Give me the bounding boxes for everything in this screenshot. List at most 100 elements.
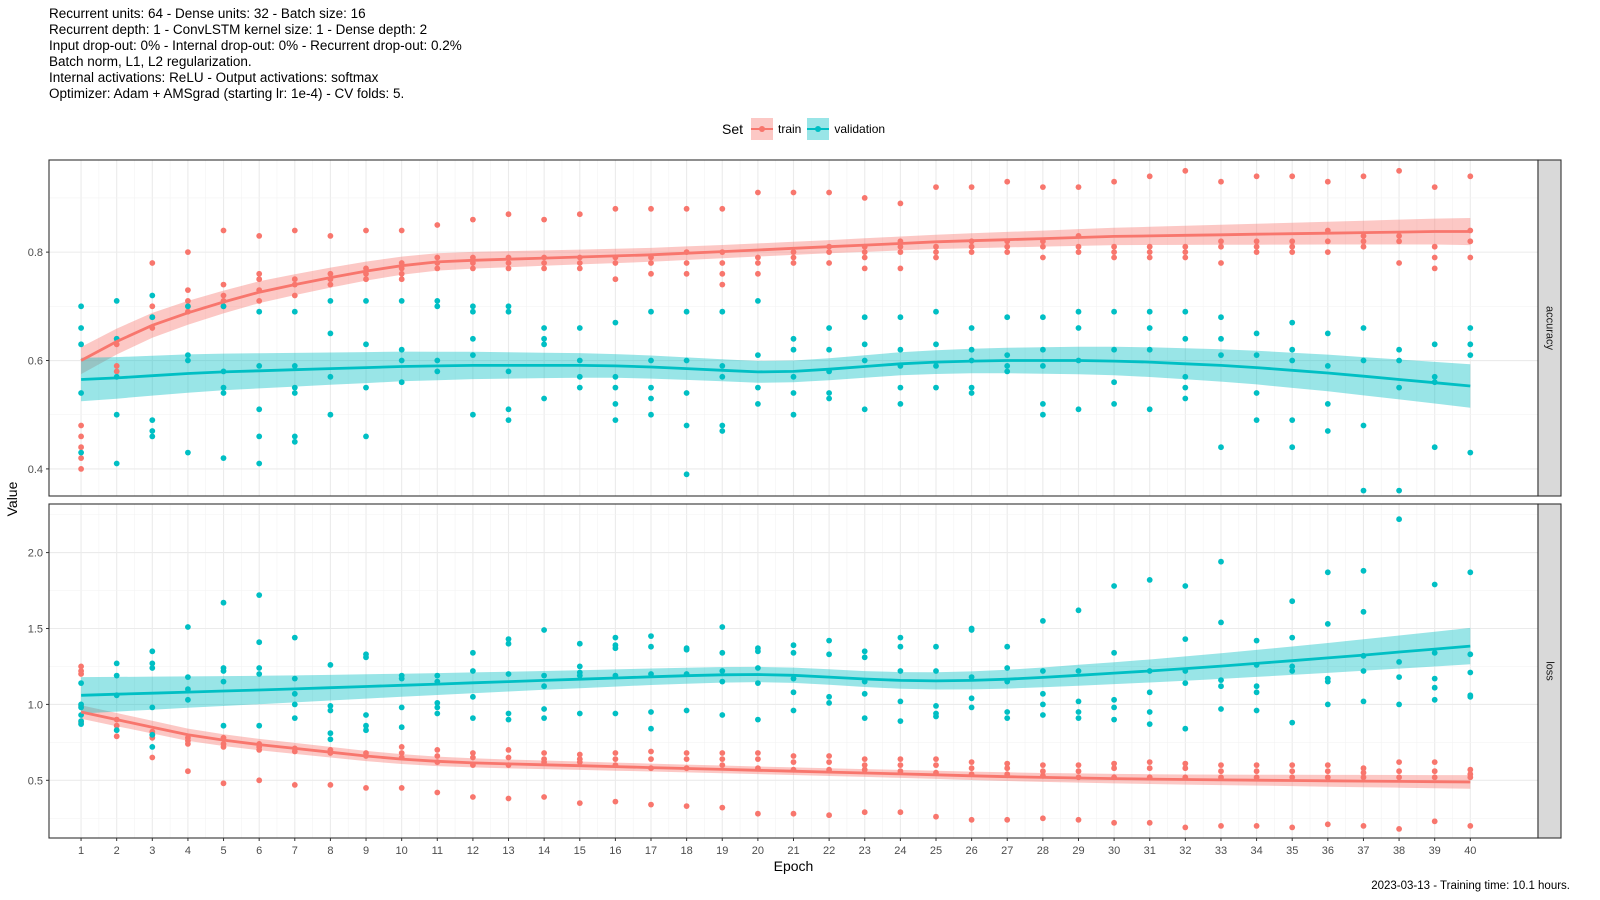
data-point-train [1431, 759, 1438, 765]
data-point-validation [291, 715, 298, 721]
x-tick-label: 33 [1215, 845, 1227, 857]
data-point-validation [1360, 698, 1367, 705]
data-point-train [470, 265, 476, 272]
data-point-train [861, 756, 868, 762]
data-point-validation [363, 433, 369, 440]
data-point-validation [149, 704, 156, 711]
data-point-train [327, 782, 334, 788]
data-point-train [719, 756, 726, 762]
x-tick-label: 20 [752, 845, 764, 857]
data-point-train [933, 243, 939, 250]
data-point-train [1004, 243, 1011, 250]
data-point-validation [541, 683, 547, 690]
data-point-train [398, 744, 405, 750]
data-point-validation [185, 686, 191, 693]
data-point-train [1431, 265, 1438, 272]
data-point-train [1111, 178, 1117, 185]
data-point-train [1324, 768, 1331, 775]
data-point-validation [149, 433, 156, 440]
data-point-train [1182, 765, 1189, 772]
data-point-validation [1146, 325, 1153, 331]
data-point-validation [1360, 567, 1367, 574]
x-tick-label: 7 [292, 845, 298, 857]
x-tick-label: 17 [645, 845, 657, 857]
data-point-validation [861, 341, 868, 348]
data-point-train [291, 782, 298, 788]
data-point-validation [683, 308, 690, 315]
data-point-validation [1218, 335, 1224, 342]
data-point-validation [1040, 401, 1046, 407]
data-point-train [1324, 762, 1331, 768]
data-point-validation [1146, 721, 1153, 727]
data-point-validation [220, 668, 227, 674]
smooth-line-validation [81, 359, 1471, 388]
data-point-validation [933, 703, 939, 709]
x-tick-label: 15 [574, 845, 586, 857]
data-point-validation [185, 624, 191, 630]
data-point-validation [1075, 709, 1082, 715]
data-point-train [1075, 249, 1082, 256]
data-point-train [826, 812, 832, 819]
data-point-train [1324, 774, 1331, 781]
data-point-validation [861, 715, 868, 721]
data-point-train [1111, 765, 1117, 772]
data-point-validation [1040, 690, 1046, 697]
data-point-train [505, 265, 512, 272]
data-point-train [1431, 184, 1438, 191]
data-point-train [1182, 167, 1189, 174]
panel-loss: 0.5 1.0 1.5 2.0 loss [28, 503, 1562, 839]
subtitle-line: Internal activations: ReLU - Output acti… [49, 70, 379, 85]
data-point-train [1431, 818, 1438, 825]
data-point-train [398, 276, 405, 283]
data-point-validation [113, 727, 120, 734]
data-point-train [291, 748, 298, 755]
data-point-validation [398, 704, 405, 711]
data-point-validation [220, 390, 227, 396]
data-point-validation [1467, 693, 1474, 700]
data-point-validation [149, 648, 156, 655]
legend-item-train: train [751, 118, 801, 140]
data-point-validation [1218, 352, 1224, 358]
data-point-train [683, 205, 690, 212]
data-point-validation [790, 411, 797, 418]
data-point-train [327, 270, 334, 277]
data-point-train [256, 270, 263, 277]
data-point-validation [291, 384, 298, 391]
data-point-train [861, 254, 868, 261]
data-point-validation [719, 712, 726, 718]
data-point-train [755, 189, 761, 196]
data-point-train [505, 747, 512, 753]
x-tick-label: 32 [1179, 845, 1191, 857]
data-point-validation [1324, 363, 1331, 369]
data-point-validation [1396, 701, 1402, 708]
facet-strip-background [1537, 503, 1562, 839]
data-point-train [1360, 769, 1367, 776]
data-point-train [1040, 815, 1046, 822]
data-point-train [434, 265, 441, 272]
data-point-validation [1040, 346, 1046, 353]
data-point-train [1040, 184, 1046, 191]
data-point-validation [826, 325, 832, 331]
data-point-train [1218, 768, 1224, 775]
data-point-train [541, 750, 547, 756]
data-point-train [612, 205, 619, 212]
data-point-train [1004, 178, 1011, 185]
data-point-train [149, 260, 156, 266]
data-point-validation [1324, 678, 1331, 685]
data-point-validation [220, 303, 227, 310]
data-point-train [1111, 760, 1117, 767]
data-point-validation [826, 693, 832, 700]
data-point-train [719, 804, 726, 811]
data-point-train [861, 265, 868, 272]
data-point-train [1253, 823, 1260, 829]
data-point-validation [826, 390, 832, 396]
data-point-train [1218, 762, 1224, 768]
data-point-validation [861, 654, 868, 661]
data-point-train [78, 455, 84, 461]
data-point-train [683, 750, 690, 756]
data-point-train [470, 794, 476, 800]
data-point-validation [1289, 634, 1296, 641]
x-tick-label: 26 [965, 845, 977, 857]
data-point-validation [505, 671, 512, 677]
data-point-validation [505, 417, 512, 423]
